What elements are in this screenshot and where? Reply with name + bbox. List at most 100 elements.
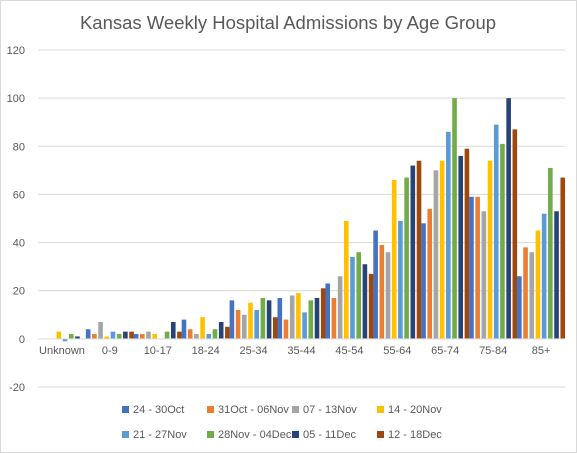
bar xyxy=(541,213,547,339)
bar xyxy=(181,319,187,339)
bar xyxy=(325,283,331,339)
bar xyxy=(110,331,116,339)
bar xyxy=(206,334,212,339)
bar xyxy=(385,252,391,339)
bar xyxy=(554,211,559,339)
bar xyxy=(104,336,110,339)
bar xyxy=(439,160,445,339)
x-axis-ticks: Unknown 0-9 10-17 18-24 25-34 35-44 45-54 55-64… xyxy=(39,345,550,357)
bar xyxy=(427,208,433,339)
bar xyxy=(452,98,457,339)
bar xyxy=(560,177,566,339)
bar xyxy=(548,167,553,339)
bar xyxy=(337,276,343,339)
bar xyxy=(433,170,439,339)
y-tick-label: -20 xyxy=(9,382,25,394)
y-tick-label: 80 xyxy=(13,141,25,153)
bar xyxy=(218,322,224,339)
bar xyxy=(194,334,199,339)
bar xyxy=(225,326,230,339)
bar xyxy=(129,331,134,339)
bar xyxy=(512,129,518,339)
bar xyxy=(331,297,337,339)
bar xyxy=(277,297,283,339)
bar xyxy=(356,252,362,339)
bar xyxy=(373,230,378,339)
bar xyxy=(283,319,289,339)
bar xyxy=(254,309,259,339)
legend-label: 31Oct - 06Nov xyxy=(218,404,289,416)
bar xyxy=(146,331,151,339)
chart-title: Kansas Weekly Hospital Admissions by Age… xyxy=(80,12,496,33)
legend-swatch xyxy=(377,406,384,413)
bar xyxy=(344,220,349,339)
bar xyxy=(241,314,247,339)
x-tick-label: 10-17 xyxy=(144,345,172,357)
bar xyxy=(404,177,409,339)
bar xyxy=(308,300,314,339)
bar xyxy=(200,317,205,339)
bar xyxy=(212,329,218,339)
bar xyxy=(458,155,464,339)
bar xyxy=(289,295,295,339)
bar xyxy=(314,297,320,339)
bar xyxy=(266,300,272,339)
bar xyxy=(469,196,474,339)
legend-swatch xyxy=(207,406,214,413)
bar xyxy=(272,317,278,339)
bar xyxy=(302,312,307,339)
x-tick-label: 65-74 xyxy=(431,345,459,357)
bar xyxy=(398,220,403,339)
bar xyxy=(296,293,301,339)
bar xyxy=(68,334,74,339)
x-tick-label: 0-9 xyxy=(102,345,118,357)
bar xyxy=(170,322,176,339)
legend-label: 28Nov - 04Dec xyxy=(218,429,292,441)
bar xyxy=(133,334,139,339)
legend-label: 12 - 18Dec xyxy=(388,429,442,441)
bar xyxy=(229,300,235,339)
bar xyxy=(506,98,511,339)
bar xyxy=(368,273,374,339)
bar xyxy=(362,264,368,339)
legend-label: 21 - 27Nov xyxy=(133,429,187,441)
y-axis-ticks: -20 0 20 40 60 80 100 120 xyxy=(7,45,25,394)
bar xyxy=(464,148,470,339)
bar xyxy=(421,223,426,339)
bar xyxy=(493,124,499,339)
bar xyxy=(139,334,145,339)
bar xyxy=(92,334,97,339)
legend-label: 05 - 11Dec xyxy=(303,429,356,441)
bar xyxy=(152,334,157,339)
bar xyxy=(187,329,193,339)
bar xyxy=(481,211,487,339)
bar xyxy=(177,331,182,339)
bar xyxy=(500,143,505,339)
bar xyxy=(475,196,480,339)
bars xyxy=(37,98,566,342)
legend-swatch xyxy=(292,406,299,413)
legend-label: 14 - 20Nov xyxy=(388,404,442,416)
bar xyxy=(410,165,416,339)
bar xyxy=(446,131,451,339)
bar xyxy=(535,230,541,339)
x-tick-label: Unknown xyxy=(39,345,85,357)
y-tick-label: 20 xyxy=(13,286,25,298)
y-tick-label: 40 xyxy=(13,238,25,250)
bar xyxy=(529,252,535,339)
y-tick-label: 60 xyxy=(13,189,25,201)
legend: 24 - 30Oct 31Oct - 06Nov 07 - 13Nov 14 - 20… xyxy=(122,404,442,441)
x-tick-label: 55-64 xyxy=(383,345,411,357)
legend-swatch xyxy=(122,406,129,413)
x-tick-label: 18-24 xyxy=(192,345,220,357)
x-tick-label: 45-54 xyxy=(335,345,363,357)
legend-label: 24 - 30Oct xyxy=(133,404,184,416)
bar xyxy=(487,160,493,339)
y-tick-label: 120 xyxy=(7,45,25,57)
x-tick-label: 75-84 xyxy=(479,345,507,357)
bar xyxy=(56,331,62,339)
legend-swatch xyxy=(377,431,384,438)
bar xyxy=(248,302,253,339)
bar xyxy=(123,331,128,339)
